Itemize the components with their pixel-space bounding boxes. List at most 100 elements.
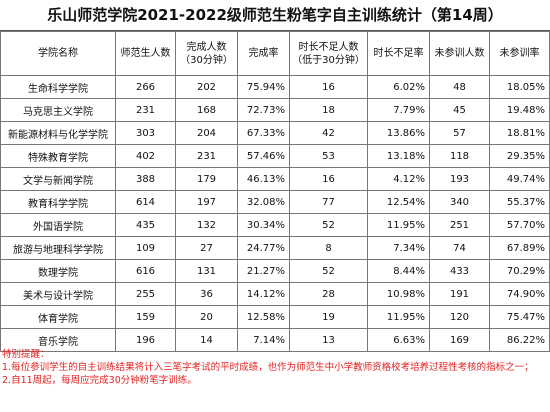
cell-insufficient-count: 16 xyxy=(289,167,368,191)
cell-insufficient-rate: 7.79% xyxy=(367,98,430,122)
cell-student-count: 303 xyxy=(115,121,176,145)
cell-absent-count: 118 xyxy=(429,144,490,168)
cell-completed-count: 132 xyxy=(175,213,238,237)
cell-completed-count: 36 xyxy=(175,282,238,306)
cell-completed-count: 131 xyxy=(175,259,238,283)
cell-college-name: 美术与设计学院 xyxy=(0,282,116,306)
cell-college-name: 文学与新闻学院 xyxy=(0,167,116,191)
header-insufficient-rate: 时长不足率 xyxy=(367,31,430,76)
header-absent-count: 未参训人数 xyxy=(429,31,490,76)
cell-insufficient-count: 16 xyxy=(289,75,368,99)
cell-college-name: 数理学院 xyxy=(0,259,116,283)
table-row: 体育学院 159 20 12.58% 19 11.95% 120 75.47% xyxy=(0,305,550,329)
cell-completion-rate: 21.27% xyxy=(237,259,290,283)
cell-insufficient-count: 77 xyxy=(289,190,368,214)
table-row: 外国语学院 435 132 30.34% 52 11.95% 251 57.70% xyxy=(0,213,550,237)
cell-absent-count: 120 xyxy=(429,305,490,329)
cell-completed-count: 20 xyxy=(175,305,238,329)
cell-absent-count: 74 xyxy=(429,236,490,260)
cell-completion-rate: 46.13% xyxy=(237,167,290,191)
table-row: 数理学院 616 131 21.27% 52 8.44% 433 70.29% xyxy=(0,259,550,283)
cell-completion-rate: 12.58% xyxy=(237,305,290,329)
cell-insufficient-rate: 11.95% xyxy=(367,213,430,237)
note-item-2: 2.自11周起，每周应完成30分钟粉笔字训练。 xyxy=(2,375,197,386)
cell-college-name: 外国语学院 xyxy=(0,213,116,237)
cell-absent-rate: 29.35% xyxy=(489,144,550,168)
cell-absent-count: 57 xyxy=(429,121,490,145)
cell-insufficient-rate: 7.34% xyxy=(367,236,430,260)
cell-insufficient-rate: 6.02% xyxy=(367,75,430,99)
cell-insufficient-count: 52 xyxy=(289,259,368,283)
table-row: 旅游与地理科学学院 109 27 24.77% 8 7.34% 74 67.89% xyxy=(0,236,550,260)
header-insufficient-count: 时长不足人数（低于30分钟） xyxy=(289,31,368,76)
cell-absent-rate: 55.37% xyxy=(489,190,550,214)
cell-completion-rate: 75.94% xyxy=(237,75,290,99)
cell-insufficient-rate: 6.63% xyxy=(367,328,430,352)
cell-college-name: 音乐学院 xyxy=(0,328,116,352)
notes-heading: 特别提醒： xyxy=(2,349,50,360)
cell-insufficient-rate: 10.98% xyxy=(367,282,430,306)
cell-insufficient-count: 8 xyxy=(289,236,368,260)
cell-completed-count: 14 xyxy=(175,328,238,352)
cell-absent-count: 251 xyxy=(429,213,490,237)
cell-absent-count: 45 xyxy=(429,98,490,122)
table-header-row: 学院名称 师范生人数 完成人数（30分钟） 完成率 时长不足人数（低于30分钟）… xyxy=(0,31,550,76)
cell-student-count: 109 xyxy=(115,236,176,260)
header-college-name: 学院名称 xyxy=(0,31,116,76)
cell-completed-count: 204 xyxy=(175,121,238,145)
cell-student-count: 616 xyxy=(115,259,176,283)
table-row: 音乐学院 196 14 7.14% 13 6.63% 169 86.22% xyxy=(0,328,550,352)
cell-completed-count: 179 xyxy=(175,167,238,191)
cell-absent-count: 340 xyxy=(429,190,490,214)
cell-completion-rate: 32.08% xyxy=(237,190,290,214)
cell-college-name: 生命科学学院 xyxy=(0,75,116,99)
cell-insufficient-rate: 12.54% xyxy=(367,190,430,214)
cell-completion-rate: 67.33% xyxy=(237,121,290,145)
cell-student-count: 614 xyxy=(115,190,176,214)
cell-absent-rate: 18.81% xyxy=(489,121,550,145)
cell-absent-rate: 67.89% xyxy=(489,236,550,260)
cell-insufficient-count: 28 xyxy=(289,282,368,306)
cell-insufficient-rate: 11.95% xyxy=(367,305,430,329)
cell-completed-count: 27 xyxy=(175,236,238,260)
cell-completion-rate: 24.77% xyxy=(237,236,290,260)
cell-completion-rate: 72.73% xyxy=(237,98,290,122)
cell-insufficient-count: 52 xyxy=(289,213,368,237)
cell-completion-rate: 7.14% xyxy=(237,328,290,352)
cell-completed-count: 202 xyxy=(175,75,238,99)
table-row: 新能源材料与化学学院 303 204 67.33% 42 13.86% 57 18.81% xyxy=(0,121,550,145)
report-title: 乐山师范学院2021-2022级师范生粉笔字自主训练统计（第14周） xyxy=(0,0,550,31)
cell-college-name: 旅游与地理科学学院 xyxy=(0,236,116,260)
cell-college-name: 体育学院 xyxy=(0,305,116,329)
cell-absent-rate: 75.47% xyxy=(489,305,550,329)
cell-insufficient-count: 42 xyxy=(289,121,368,145)
cell-completion-rate: 57.46% xyxy=(237,144,290,168)
cell-insufficient-count: 18 xyxy=(289,98,368,122)
special-notes: 特别提醒： 1.每位参训学生的自主训练结果将计入三笔字考试的平时成绩，也作为师范… xyxy=(2,348,546,387)
cell-college-name: 新能源材料与化学学院 xyxy=(0,121,116,145)
cell-college-name: 教育科学学院 xyxy=(0,190,116,214)
cell-insufficient-count: 53 xyxy=(289,144,368,168)
statistics-table: 学院名称 师范生人数 完成人数（30分钟） 完成率 时长不足人数（低于30分钟）… xyxy=(0,31,550,352)
header-completion-rate: 完成率 xyxy=(237,31,290,76)
cell-student-count: 159 xyxy=(115,305,176,329)
table-row: 生命科学学院 266 202 75.94% 16 6.02% 48 18.05% xyxy=(0,75,550,99)
cell-absent-count: 48 xyxy=(429,75,490,99)
cell-completion-rate: 14.12% xyxy=(237,282,290,306)
cell-student-count: 266 xyxy=(115,75,176,99)
table-row: 特殊教育学院 402 231 57.46% 53 13.18% 118 29.35% xyxy=(0,144,550,168)
cell-college-name: 马克思主义学院 xyxy=(0,98,116,122)
cell-student-count: 255 xyxy=(115,282,176,306)
header-absent-rate: 未参训率 xyxy=(489,31,550,76)
cell-student-count: 435 xyxy=(115,213,176,237)
cell-absent-rate: 18.05% xyxy=(489,75,550,99)
cell-completed-count: 231 xyxy=(175,144,238,168)
cell-absent-count: 169 xyxy=(429,328,490,352)
cell-college-name: 特殊教育学院 xyxy=(0,144,116,168)
table-row: 教育科学学院 614 197 32.08% 77 12.54% 340 55.37% xyxy=(0,190,550,214)
table-row: 马克思主义学院 231 168 72.73% 18 7.79% 45 19.48% xyxy=(0,98,550,122)
cell-insufficient-count: 19 xyxy=(289,305,368,329)
cell-absent-rate: 49.74% xyxy=(489,167,550,191)
cell-insufficient-rate: 8.44% xyxy=(367,259,430,283)
